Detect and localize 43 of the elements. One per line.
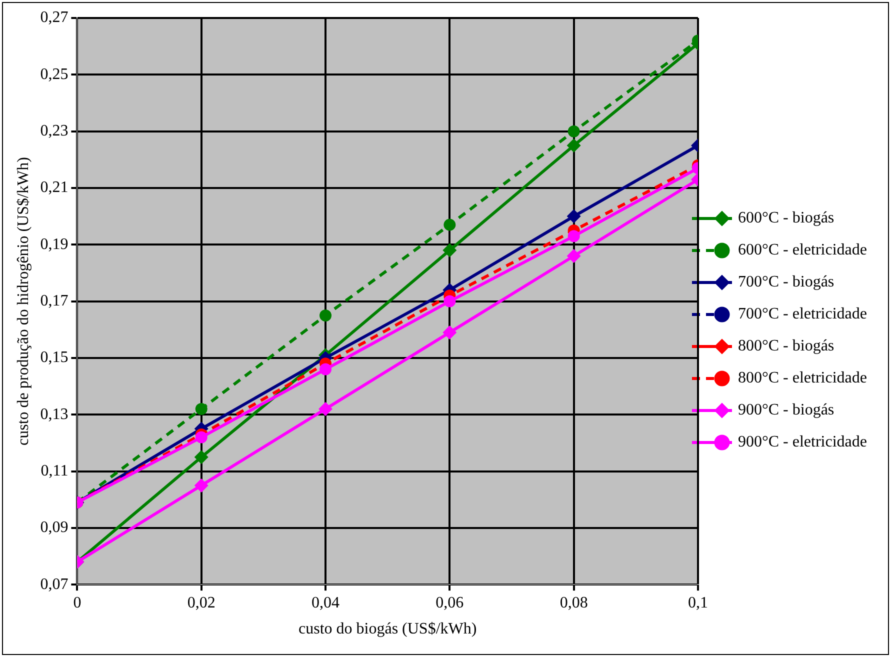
y-tick-label: 0,17 [40,292,68,310]
point [195,431,208,444]
y-tick-label: 0,07 [40,576,68,593]
point [318,402,333,416]
legend-label: 800°C - biogás [738,338,834,355]
x-tick-label: 0,08 [560,594,588,612]
x-tick-label: 0,02 [187,594,216,612]
y-tick-label: 0,27 [40,9,68,26]
x-tick-label: 0,06 [436,594,464,612]
point [566,248,581,263]
point [320,309,332,322]
x-tick-label: 0,1 [688,594,708,612]
legend-label: 600°C - biogás [738,210,834,227]
point [442,243,457,258]
point [566,138,581,152]
x-tick-label: 0,04 [312,594,340,612]
point [195,402,208,415]
point [566,209,581,224]
legend-label: 600°C - eletricidade [738,242,867,259]
point [568,125,580,138]
point [194,450,208,464]
y-tick-label: 0,23 [40,122,68,140]
legend-label: 700°C - biogás [738,274,834,291]
y-tick-label: 0,11 [40,462,68,480]
y-tick-label: 0,13 [40,406,68,423]
x-axis-title: custo do biogás (US$/kWh) [298,620,477,638]
point [320,363,332,376]
legend-label: 900°C - biogás [738,402,834,419]
y-tick-label: 0,15 [40,349,68,366]
point [444,218,456,231]
legend-label: 700°C - eletricidade [738,306,867,323]
y-tick-label: 0,19 [40,236,68,253]
point [442,325,457,340]
y-tick-label: 0,09 [40,519,68,536]
y-tick-label: 0,25 [40,66,68,83]
y-axis-title: custo de produção do hidrogênio (US$/kWh) [14,157,32,446]
legend-label: 900°C - eletricidade [738,434,867,451]
x-tick-label: 0 [73,594,82,612]
point [568,230,580,242]
legend-label: 800°C - eletricidade [738,370,867,387]
point [444,295,456,308]
y-tick-label: 0,21 [40,179,68,196]
point [194,478,208,492]
